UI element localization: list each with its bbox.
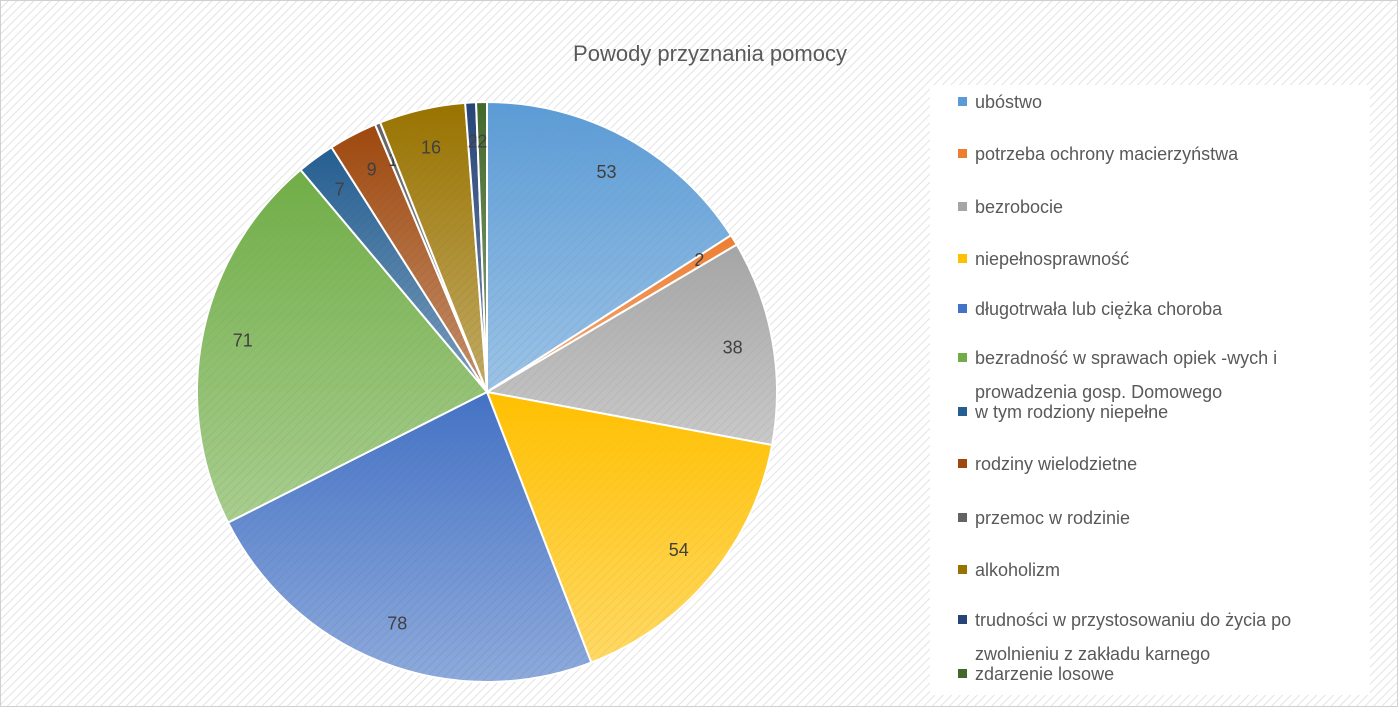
data-label: 9 (367, 160, 377, 180)
legend-marker (958, 202, 967, 211)
legend-label: ubóstwo (975, 92, 1043, 112)
legend-entry: ubóstwo (958, 85, 1375, 119)
legend-label: trudności w przystosowaniu do życia po z… (975, 610, 1292, 664)
legend-entry: zdarzenie losowe (958, 657, 1375, 691)
legend: ubóstwo potrzeba ochrony macierzyństwa bez… (930, 0, 1398, 707)
legend-entry: bezrobocie (958, 190, 1375, 224)
legend-label: długotrwała lub ciężka choroba (975, 299, 1223, 319)
legend-entry: rodziny wielodzietne (958, 447, 1375, 481)
data-label: 7 (335, 180, 345, 200)
legend-label: niepełnosprawność (975, 249, 1130, 269)
legend-entry: niepełnosprawność (958, 242, 1375, 276)
legend-marker (958, 149, 967, 158)
data-label: 38 (723, 337, 743, 357)
legend-marker (958, 97, 967, 106)
legend-label: rodziny wielodzietne (975, 454, 1138, 474)
legend-marker (958, 459, 967, 468)
legend-label: bezradność w sprawach opiek -wych i prow… (975, 348, 1278, 402)
legend-marker (958, 669, 967, 678)
pie-slice (226, 390, 593, 683)
pie-slice (484, 243, 778, 447)
legend-entry: długotrwała lub ciężka choroba (958, 292, 1375, 326)
data-label: 2 (468, 132, 478, 152)
data-label: 71 (233, 331, 253, 351)
legend-entry: bezradność w sprawach opiek -wych i prow… (958, 341, 1375, 409)
legend-entry: w tym rodziony niepełne (958, 395, 1375, 429)
legend-label: zdarzenie losowe (975, 664, 1115, 684)
legend-label: w tym rodziony niepełne (975, 402, 1169, 422)
legend-label: przemoc w rodzinie (975, 508, 1131, 528)
legend-marker (958, 407, 967, 416)
pie-slice (196, 168, 489, 524)
legend-background (930, 85, 1370, 695)
data-label: 78 (387, 613, 407, 633)
data-label: 53 (597, 162, 617, 182)
chart-title: Powody przyznania pomocy (573, 41, 847, 66)
legend-entry: trudności w przystosowaniu do życia po z… (958, 603, 1375, 671)
legend-label: potrzeba ochrony macierzyństwa (975, 144, 1239, 164)
legend-entry: potrzeba ochrony macierzyństwa (958, 137, 1375, 171)
data-label: 16 (421, 138, 441, 158)
pie-slice (475, 100, 488, 393)
legend-label: bezrobocie (975, 197, 1064, 217)
legend-marker (958, 513, 967, 522)
legend-marker (958, 304, 967, 313)
pie-slice (486, 100, 733, 394)
legend-entry: alkoholizm (958, 553, 1375, 587)
data-label: 2 (694, 250, 704, 270)
data-label: 2 (477, 131, 487, 151)
legend-label: alkoholizm (975, 560, 1061, 580)
data-label: 1 (388, 150, 398, 170)
legend-entry: przemoc w rodzinie (958, 501, 1375, 535)
legend-marker (958, 254, 967, 263)
legend-marker (958, 565, 967, 574)
legend-marker (958, 615, 967, 624)
data-label: 54 (669, 540, 689, 560)
pie-slice (485, 390, 774, 664)
legend-marker (958, 353, 967, 362)
